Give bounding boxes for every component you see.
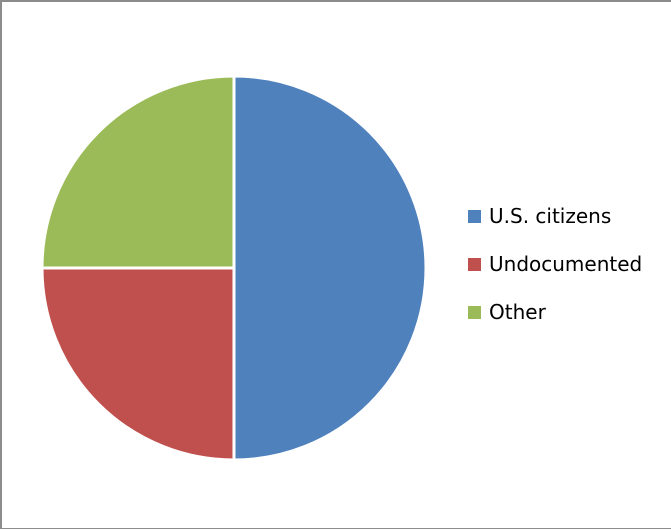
legend-label-us-citizens: U.S. citizens (489, 204, 612, 228)
pie-slice-undocumented (40, 266, 236, 462)
legend-swatch-undocumented (468, 257, 481, 271)
legend-swatch-other (468, 305, 481, 319)
legend-swatch-us-citizens (468, 209, 481, 223)
legend-item-us-citizens: U.S. citizens (468, 204, 642, 228)
pie-slice-us-citizens (232, 74, 428, 462)
legend-item-undocumented: Undocumented (468, 252, 642, 276)
pie-slice-other (40, 74, 236, 270)
legend-label-other: Other (489, 300, 546, 324)
legend-label-undocumented: Undocumented (489, 252, 643, 276)
legend-item-other: Other (468, 300, 642, 324)
chart-legend: U.S. citizens Undocumented Other (468, 204, 642, 348)
